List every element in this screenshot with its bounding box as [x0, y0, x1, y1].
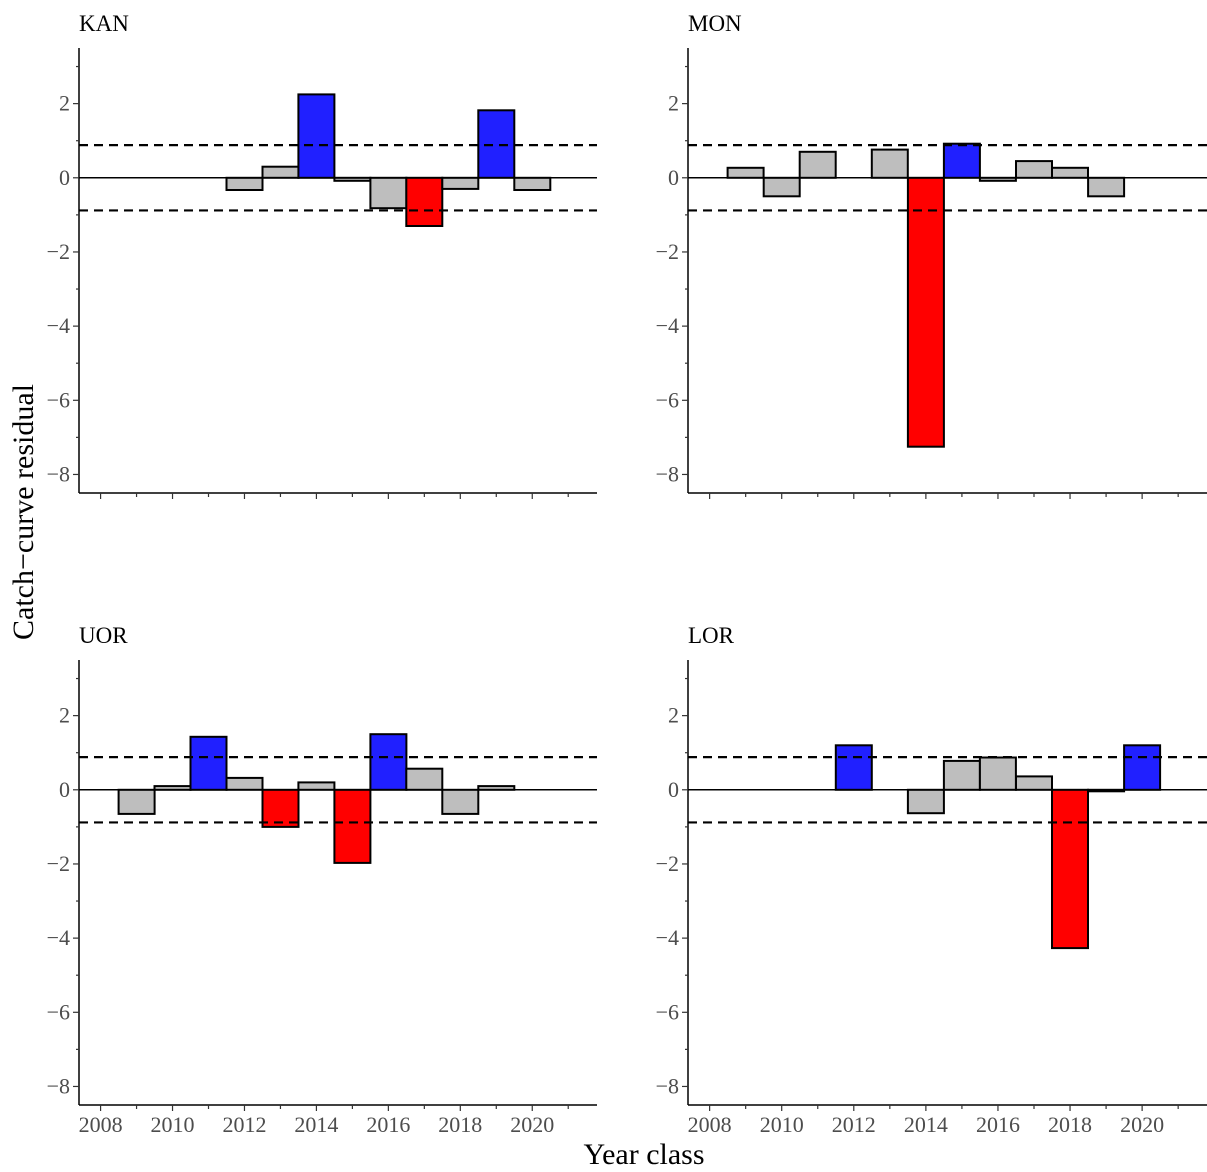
y-tick-label: −6 [47, 999, 70, 1024]
y-tick-label: 0 [59, 165, 70, 190]
bar-strong-year-class [297, 93, 336, 179]
y-tick-label: −8 [47, 461, 70, 486]
panel-lor: LOR 2 0 −2 −4 −6 −8 2008 2010 2012 2014 2016 2018 202… [656, 623, 1207, 1137]
bar [726, 166, 765, 179]
x-tick-label: 2020 [510, 1112, 554, 1137]
bar [906, 788, 945, 815]
panel-uor: UOR 2 0 −2 −4 −6 −8 2008 2010 2012 2014 2016 2018 202… [47, 623, 597, 1137]
y-tick-label: −8 [656, 461, 679, 486]
bar-weak-year-class [1051, 788, 1089, 950]
bar-weak-year-class [333, 788, 372, 864]
panel-title: LOR [688, 623, 735, 648]
bar [978, 756, 1017, 791]
bar [798, 150, 837, 179]
bar-strong-year-class [189, 735, 228, 791]
y-tick-label: −4 [47, 313, 70, 338]
panel-kan: KAN 2 0 −2 −4 −6 −8 [47, 11, 597, 499]
y-tick-label: −2 [656, 851, 679, 876]
x-tick-label: 2016 [366, 1112, 410, 1137]
y-tick-label: −8 [47, 1073, 70, 1098]
y-tick-label: 2 [59, 703, 70, 728]
y-axis-title: Catch−curve residual [7, 384, 40, 640]
bar [1087, 176, 1126, 198]
panel-mon: MON 2 0 −2 −4 −6 −8 [656, 11, 1207, 499]
x-tick-label: 2008 [688, 1112, 732, 1137]
panel-title: MON [688, 11, 742, 36]
x-tick-label: 2014 [904, 1112, 948, 1137]
x-tick-label: 2010 [151, 1112, 195, 1137]
y-tick-label: 0 [668, 777, 679, 802]
bar [1015, 775, 1053, 791]
y-tick-label: −4 [656, 925, 679, 950]
y-tick-label: −4 [47, 925, 70, 950]
bar [762, 176, 801, 198]
x-tick-label: 2018 [1048, 1112, 1092, 1137]
x-tick-label: 2018 [438, 1112, 482, 1137]
y-tick-label: 0 [59, 777, 70, 802]
y-tick-label: 2 [668, 91, 679, 116]
bar-weak-year-class [405, 176, 444, 228]
y-tick-label: 0 [668, 165, 679, 190]
y-tick-label: 2 [668, 703, 679, 728]
x-tick-label: 2010 [760, 1112, 804, 1137]
bar [441, 788, 480, 815]
x-tick-label: 2012 [832, 1112, 876, 1137]
x-tick-label: 2008 [79, 1112, 123, 1137]
bar [225, 776, 264, 791]
bar [297, 781, 336, 791]
panel-title: KAN [79, 11, 129, 36]
bar [870, 148, 909, 179]
y-tick-label: −2 [47, 239, 70, 264]
y-tick-label: −6 [656, 387, 679, 412]
y-tick-label: −8 [656, 1073, 679, 1098]
bar-strong-year-class [834, 744, 873, 791]
bar [1015, 160, 1053, 179]
y-tick-label: 2 [59, 91, 70, 116]
x-tick-label: 2020 [1120, 1112, 1164, 1137]
x-tick-label: 2014 [294, 1112, 338, 1137]
bar [405, 767, 444, 791]
panel-title: UOR [79, 623, 128, 648]
bar-weak-year-class [906, 176, 945, 448]
bar [513, 176, 552, 192]
y-tick-label: −6 [656, 999, 679, 1024]
bar [1051, 166, 1089, 179]
x-axis-title: Year class [583, 1138, 704, 1171]
bar [441, 176, 480, 190]
y-tick-label: −4 [656, 313, 679, 338]
bar [225, 176, 264, 192]
bar-strong-year-class [1123, 744, 1162, 791]
bar [369, 176, 408, 210]
bar [261, 165, 300, 179]
bar-strong-year-class [477, 109, 516, 179]
y-tick-label: −6 [47, 387, 70, 412]
y-tick-label: −2 [47, 851, 70, 876]
bar-strong-year-class [942, 142, 981, 179]
y-tick-label: −2 [656, 239, 679, 264]
bar [942, 759, 981, 791]
x-tick-label: 2016 [976, 1112, 1020, 1137]
bar-strong-year-class [369, 733, 408, 791]
bar [117, 788, 156, 815]
x-tick-label: 2012 [222, 1112, 266, 1137]
